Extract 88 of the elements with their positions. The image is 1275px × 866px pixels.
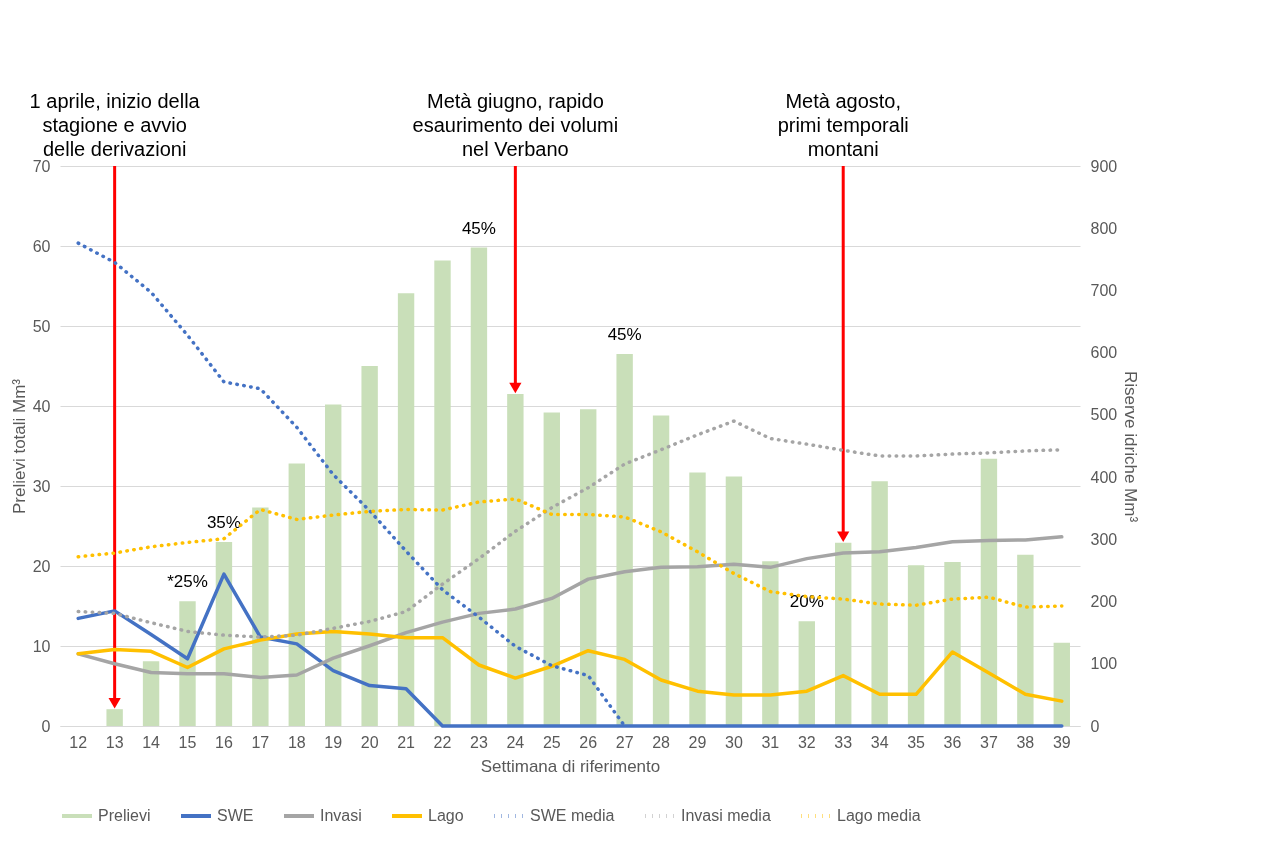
bar [1053,642,1070,726]
x-tick-label: 23 [470,733,488,751]
legend-label: Prelievi [98,807,151,824]
bar [871,481,888,726]
x-tick-label: 19 [324,733,343,751]
y2-tick-label: 0 [1090,717,1100,735]
x-tick-label: 22 [433,733,452,751]
bar [798,621,815,726]
bar [470,247,488,726]
x-tick-label: 39 [1052,733,1071,751]
y2-tick-label: 700 [1090,281,1118,299]
legend-label: SWE [217,807,254,824]
annotation: *25% [167,572,208,592]
x-tick-label: 25 [542,733,561,751]
line-series [76,497,1064,609]
bar [397,293,415,726]
legend-label: SWE media [530,807,615,824]
bar [252,507,269,726]
y2-tick-label: 200 [1090,593,1118,611]
y-tick-label: 60 [32,237,51,255]
x-tick-label: 17 [251,733,270,751]
x-tick-label: 30 [725,733,743,751]
x-tick-label: 36 [943,733,962,751]
y2-tick-label: 300 [1090,530,1118,548]
bar [580,409,597,726]
y-tick-label: 30 [32,477,51,495]
legend-label: Invasi media [681,807,771,824]
x-tick-label: 21 [397,733,416,751]
y2-axis-title: Riserve idriche Mm³ [1121,370,1141,523]
x-tick-label: 35 [907,733,926,751]
x-tick-label: 38 [1016,733,1035,751]
legend-label: Lago [428,807,464,824]
bar [907,565,925,726]
y-tick-label: 70 [32,157,51,175]
x-tick-label: 34 [870,733,889,751]
x-tick-label: 29 [688,733,707,751]
x-tick-label: 31 [761,733,780,751]
line-series [76,535,1064,680]
x-tick-label: 37 [980,733,998,751]
x-tick-label: 33 [834,733,853,751]
x-tick-label: 15 [178,733,197,751]
y-tick-label: 10 [32,637,51,655]
y2-tick-label: 500 [1090,406,1118,424]
x-tick-label: 26 [579,733,598,751]
bar [288,463,305,726]
legend-label: Invasi [320,807,362,824]
bar [361,366,378,726]
bar [142,661,160,726]
x-tick-label: 28 [652,733,671,751]
annotation: 45% [607,325,642,344]
bar [980,458,998,726]
annotation: Metà giugno, rapido esaurimento dei volumi nel Verbano [412,90,619,160]
y2-tick-label: 800 [1090,219,1118,237]
bar [616,354,633,726]
y-tick-label: 0 [41,717,51,735]
annotation: 35% [206,513,241,532]
y-tick-label: 50 [32,317,51,335]
annotation: 1 aprile, inizio della stagione e avvio delle derivazioni [29,90,201,160]
annotation: 45% [461,218,496,238]
x-axis-title: Settimana di riferimento [480,756,661,776]
x-tick-label: 32 [797,733,816,751]
legend-label: Lago media [837,807,921,824]
bar [325,404,342,726]
y2-tick-label: 100 [1090,655,1118,673]
bar [944,562,961,726]
y-tick-label: 40 [32,397,51,415]
bar [762,561,779,726]
x-tick-label: 27 [615,733,634,751]
x-tick-label: 24 [506,733,525,751]
x-tick-label: 14 [142,733,161,751]
x-tick-label: 16 [215,733,233,751]
y-axis-title: Prelievi totali Mm³ [9,378,29,515]
bar [543,412,560,726]
bar [1017,554,1034,726]
x-tick-label: 20 [360,733,379,751]
bar [725,476,743,726]
annotation: Metà agosto, primi temporali montani [777,90,909,160]
y2-tick-label: 600 [1090,344,1118,362]
bar [434,260,451,726]
bar [689,472,706,726]
y2-tick-label: 400 [1090,468,1118,486]
x-tick-label: 18 [287,733,306,751]
y-tick-label: 20 [32,557,51,575]
y2-tick-label: 900 [1090,157,1118,175]
line-series [76,629,1064,703]
x-tick-label: 12 [69,733,88,751]
bar [652,415,670,726]
x-tick-label: 13 [105,733,124,751]
